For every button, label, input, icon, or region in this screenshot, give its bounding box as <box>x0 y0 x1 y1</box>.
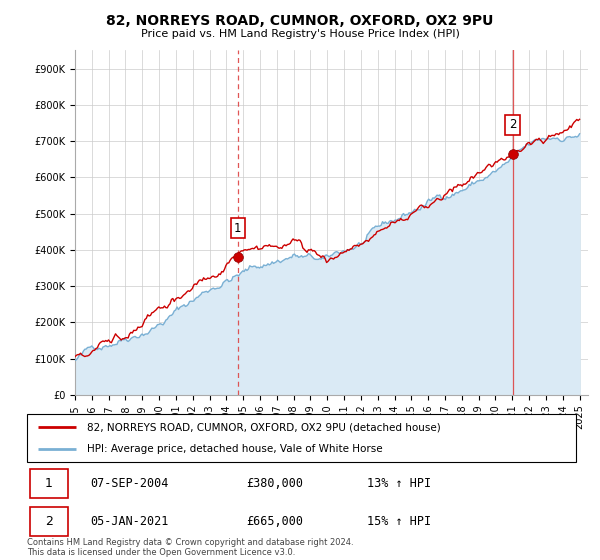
Bar <box>30 507 68 536</box>
Text: Price paid vs. HM Land Registry's House Price Index (HPI): Price paid vs. HM Land Registry's House … <box>140 29 460 39</box>
Text: £665,000: £665,000 <box>247 515 304 528</box>
Text: 05-JAN-2021: 05-JAN-2021 <box>90 515 169 528</box>
Text: 82, NORREYS ROAD, CUMNOR, OXFORD, OX2 9PU (detached house): 82, NORREYS ROAD, CUMNOR, OXFORD, OX2 9P… <box>88 422 441 432</box>
Text: Contains HM Land Registry data © Crown copyright and database right 2024.
This d: Contains HM Land Registry data © Crown c… <box>27 538 353 557</box>
Text: 13% ↑ HPI: 13% ↑ HPI <box>367 477 431 491</box>
Text: HPI: Average price, detached house, Vale of White Horse: HPI: Average price, detached house, Vale… <box>88 444 383 454</box>
Text: 2: 2 <box>509 118 517 131</box>
Bar <box>30 469 68 498</box>
Text: £380,000: £380,000 <box>247 477 304 491</box>
Text: 82, NORREYS ROAD, CUMNOR, OXFORD, OX2 9PU: 82, NORREYS ROAD, CUMNOR, OXFORD, OX2 9P… <box>106 14 494 28</box>
Text: 2: 2 <box>45 515 53 528</box>
Text: 1: 1 <box>234 222 242 235</box>
Text: 1: 1 <box>45 477 53 491</box>
Text: 07-SEP-2004: 07-SEP-2004 <box>90 477 169 491</box>
Text: 15% ↑ HPI: 15% ↑ HPI <box>367 515 431 528</box>
